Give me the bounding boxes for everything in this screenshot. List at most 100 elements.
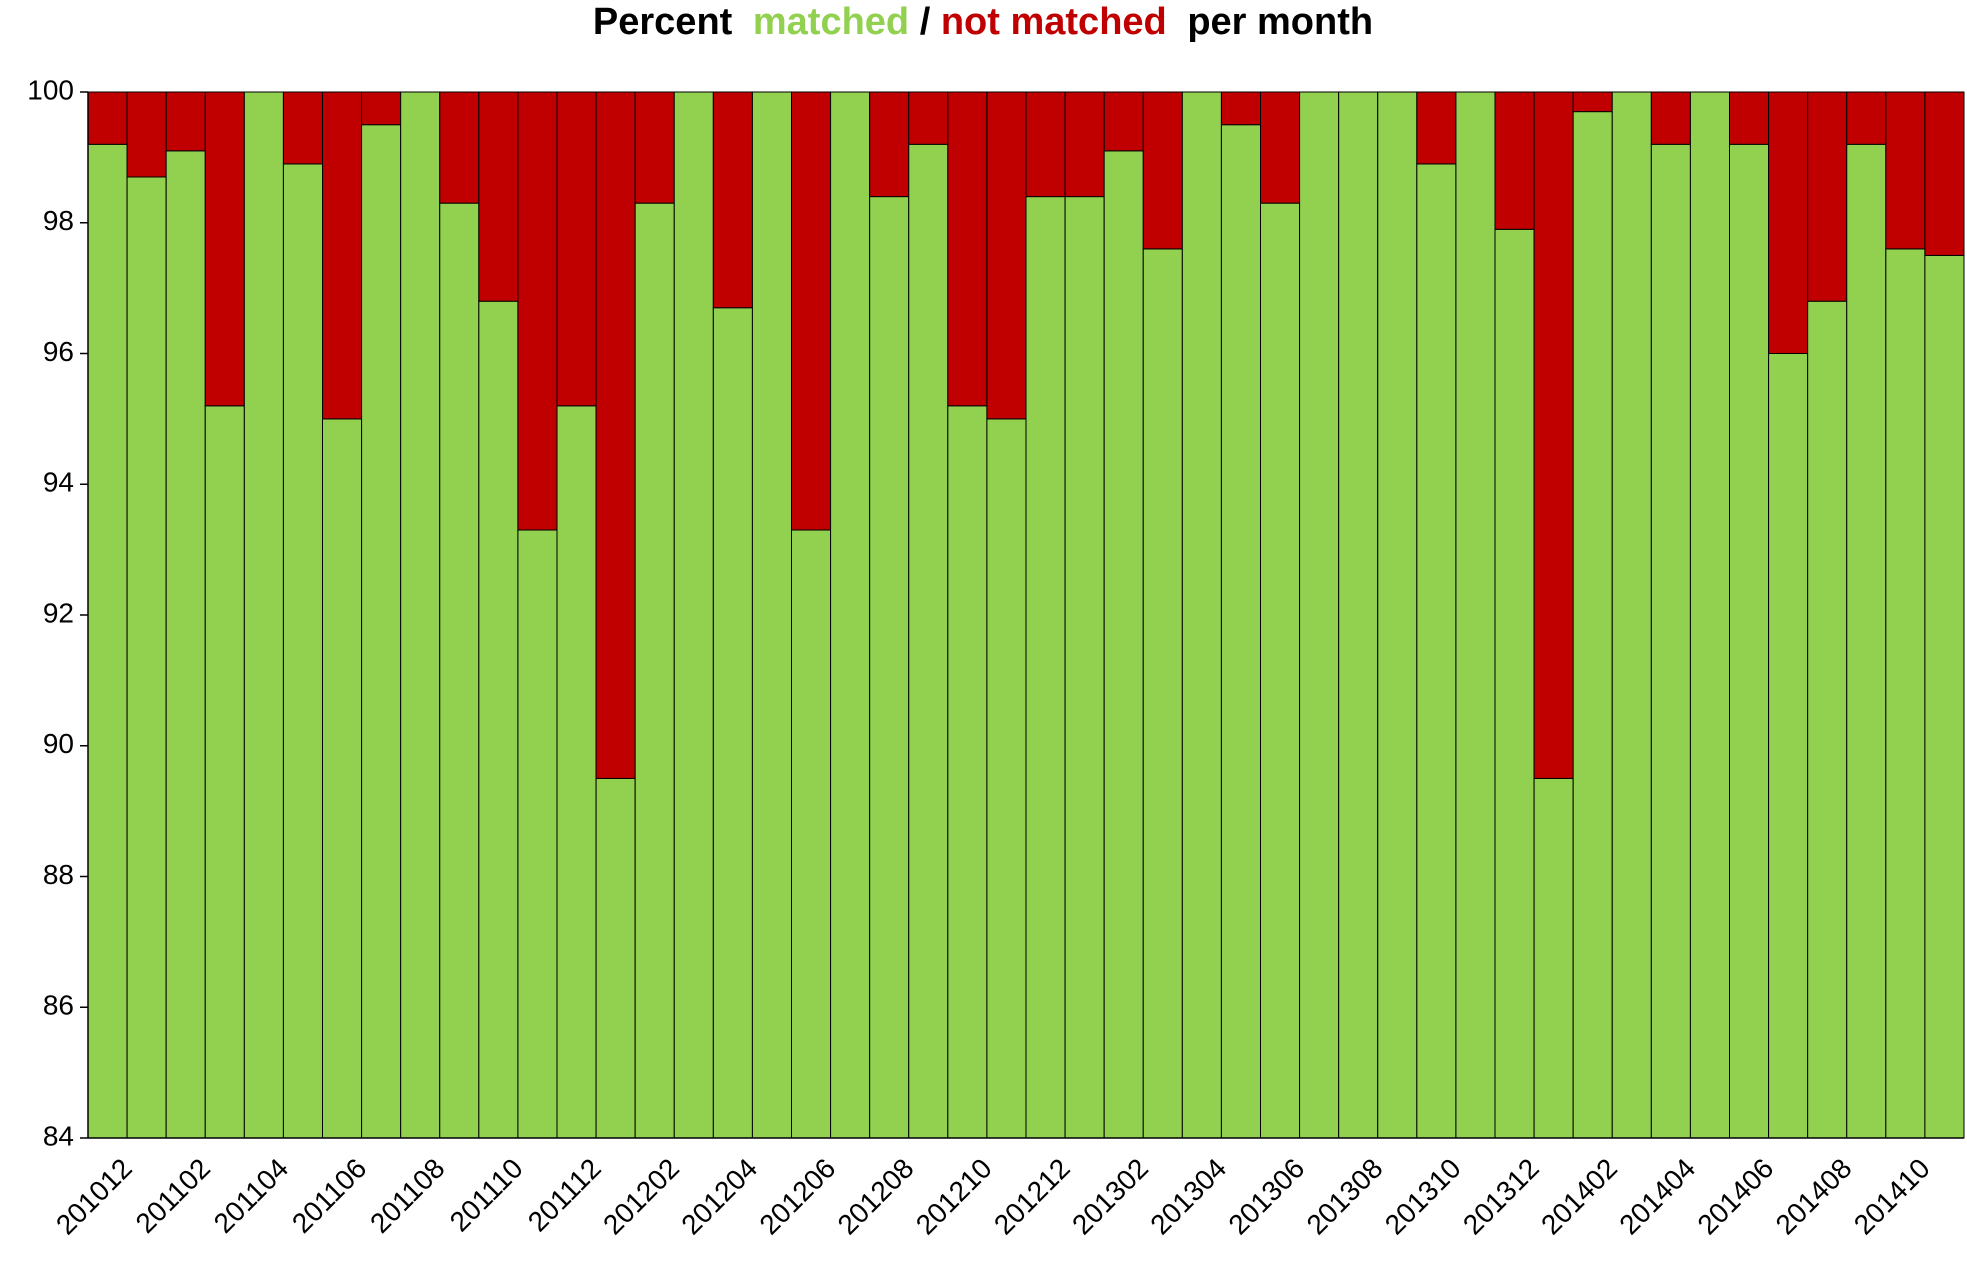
bar-segment [1533, 91, 1574, 779]
bar-segment [1729, 143, 1770, 1139]
x-tick-label: 201404 [1613, 1152, 1701, 1240]
bar-segment [556, 91, 597, 407]
bar-segment [947, 91, 988, 407]
bar-segment [1689, 91, 1730, 1139]
bar-segment [478, 91, 519, 302]
x-tick-label: 201410 [1848, 1152, 1936, 1240]
bar-segment [243, 91, 284, 1139]
bar-segment [712, 307, 753, 1139]
x-tick-label: 201402 [1535, 1152, 1623, 1240]
chart-title: Percent matched / not matched per month [593, 1, 1373, 43]
title-not-matched: not matched [941, 1, 1167, 43]
bar-segment [1025, 91, 1066, 198]
bar-segment [1103, 150, 1144, 1139]
x-tick-label: 201210 [910, 1152, 998, 1240]
x-tick-label: 201208 [832, 1152, 920, 1240]
bar-segment [517, 529, 558, 1139]
bar-segment [1416, 163, 1457, 1139]
bar-segment [1377, 91, 1418, 1139]
title-part: / [920, 1, 931, 43]
bar-segment [1572, 91, 1613, 113]
bar-segment [1416, 91, 1457, 165]
bar-segment [1260, 202, 1301, 1139]
x-tick-label: 201106 [286, 1152, 373, 1239]
bar-segment [556, 405, 597, 1139]
bar-segment [1807, 91, 1848, 302]
title-matched: matched [753, 1, 909, 43]
bar-segment [126, 176, 167, 1139]
x-tick-label: 201306 [1222, 1152, 1310, 1240]
bar-segment [1768, 91, 1809, 354]
x-tick-label: 201112 [522, 1152, 607, 1237]
y-tick-label: 98 [43, 205, 74, 236]
bar-segment [830, 91, 871, 1139]
bar-segment [1455, 91, 1496, 1139]
bar-segment [517, 91, 558, 531]
y-tick-label: 92 [43, 597, 74, 628]
x-tick-label: 201304 [1144, 1152, 1232, 1240]
x-tick-label: 201202 [597, 1152, 685, 1240]
y-tick-label: 100 [27, 74, 74, 105]
bar-segment [1885, 248, 1926, 1139]
x-tick-label: 201406 [1691, 1152, 1779, 1240]
bar-segment [1260, 91, 1301, 204]
bar-segment [908, 143, 949, 1139]
bar-segment [1142, 91, 1183, 250]
bar-segment [595, 91, 636, 779]
x-tick-label: 201102 [130, 1152, 217, 1239]
bar-segment [1103, 91, 1144, 152]
bar-segment [1220, 124, 1261, 1139]
x-tick-label: 201206 [753, 1152, 841, 1240]
y-tick-label: 84 [43, 1120, 74, 1151]
bar-segment [869, 196, 910, 1139]
bar-segment [1181, 91, 1222, 1139]
bar-segment [126, 91, 167, 178]
bar-segment [1142, 248, 1183, 1139]
bar-segment [361, 124, 402, 1139]
bar-segment [1338, 91, 1379, 1139]
bar-segment [282, 163, 323, 1139]
bar-segment [1494, 228, 1535, 1139]
bar-segment [361, 91, 402, 126]
bar-segment [165, 91, 206, 152]
x-tick-label: 201302 [1066, 1152, 1154, 1240]
bar-segment [1220, 91, 1261, 126]
bar-segment [1924, 91, 1965, 256]
bar-segment [322, 418, 363, 1139]
title-part: per month [1187, 1, 1373, 43]
x-tick-label: 201012 [50, 1152, 138, 1240]
bar-segment [1768, 353, 1809, 1139]
x-tick-label: 201308 [1301, 1152, 1389, 1240]
x-tick-label: 201408 [1770, 1152, 1858, 1240]
y-tick-label: 88 [43, 859, 74, 890]
title-part: Percent [593, 1, 733, 43]
bar-segment [712, 91, 753, 309]
x-tick-label: 201110 [444, 1152, 529, 1237]
bar-segment [986, 91, 1027, 420]
bar-segment [1846, 143, 1887, 1139]
bar-segment [204, 91, 245, 407]
bar-segment [1572, 111, 1613, 1139]
bar-segment [1807, 300, 1848, 1139]
bar-segment [1025, 196, 1066, 1139]
bar-segment [673, 91, 714, 1139]
bar-segment [791, 529, 832, 1139]
y-tick-label: 90 [43, 728, 74, 759]
y-tick-label: 94 [43, 467, 74, 498]
bar-segment [1533, 777, 1574, 1139]
bar-segment [282, 91, 323, 165]
x-tick-label: 201104 [208, 1152, 295, 1239]
x-tick-label: 201108 [364, 1152, 451, 1239]
bar-segment [947, 405, 988, 1139]
bar-segment [634, 202, 675, 1139]
bar-segment [986, 418, 1027, 1139]
bar-segment [204, 405, 245, 1139]
bar-segment [1729, 91, 1770, 145]
bar-segment [87, 91, 128, 145]
bar-segment [1064, 196, 1105, 1139]
bar-segment [595, 777, 636, 1139]
bar-segment [1924, 254, 1965, 1139]
bar-segment [1064, 91, 1105, 198]
bar-segment [87, 143, 128, 1139]
